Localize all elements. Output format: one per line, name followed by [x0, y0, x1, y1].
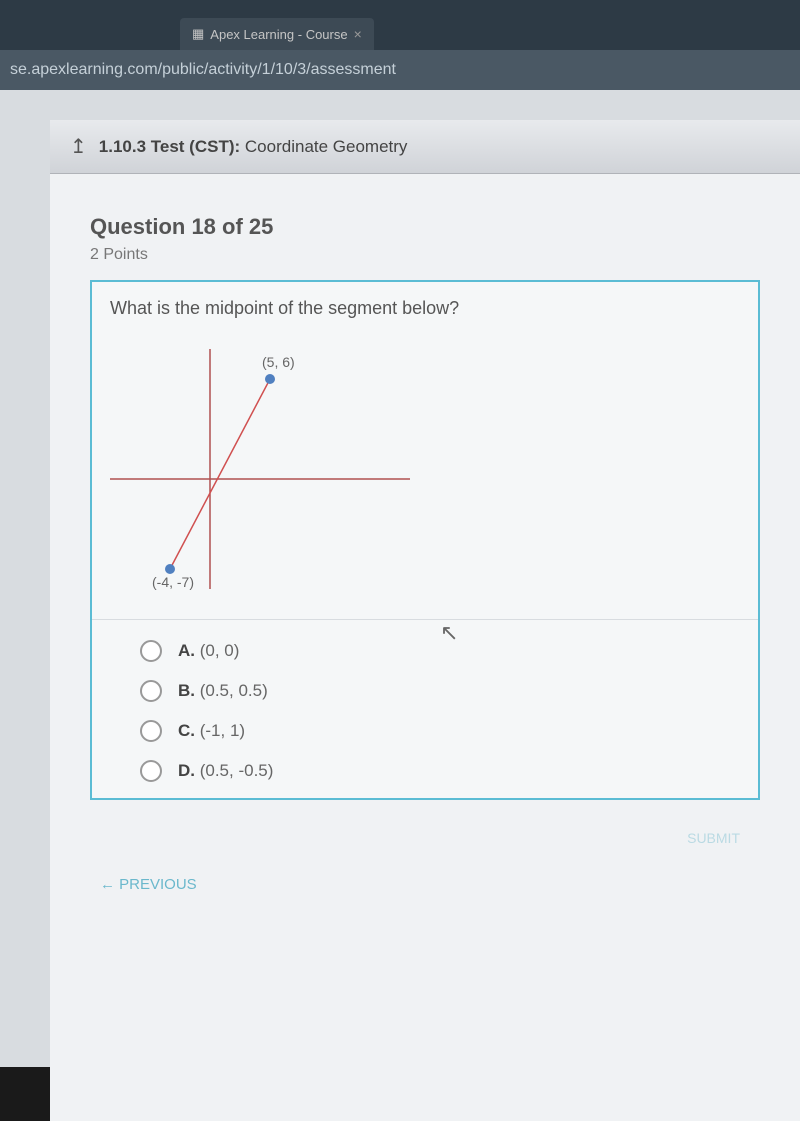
submit-button[interactable]: SUBMIT	[90, 830, 760, 846]
page-area: ↥ 1.10.3 Test (CST): Coordinate Geometry…	[0, 90, 800, 1067]
option-c[interactable]: C. (-1, 1)	[140, 720, 740, 742]
browser-chrome: ▦ Apex Learning - Course × se.apexlearni…	[0, 0, 800, 90]
option-b[interactable]: B. (0.5, 0.5)	[140, 680, 740, 702]
tab-title: Apex Learning - Course	[210, 27, 347, 42]
content: Question 18 of 25 2 Points What is the m…	[50, 174, 800, 1121]
url-bar[interactable]: se.apexlearning.com/public/activity/1/10…	[0, 50, 800, 90]
question-points: 2 Points	[90, 246, 760, 264]
option-label: D. (0.5, -0.5)	[178, 761, 273, 781]
radio-button[interactable]	[140, 680, 162, 702]
option-label: A. (0, 0)	[178, 641, 239, 661]
question-box: What is the midpoint of the segment belo…	[90, 280, 760, 800]
graph-svg: (5, 6) (-4, -7)	[110, 339, 410, 599]
coordinate-graph: (5, 6) (-4, -7)	[110, 339, 410, 599]
cursor-icon: ↖	[440, 620, 458, 646]
previous-button[interactable]: ← PREVIOUS	[90, 876, 760, 893]
back-icon[interactable]: ↥	[70, 134, 87, 159]
radio-button[interactable]	[140, 720, 162, 742]
breadcrumb: ↥ 1.10.3 Test (CST): Coordinate Geometry	[50, 120, 800, 174]
svg-text:(5, 6): (5, 6)	[262, 354, 295, 370]
close-icon[interactable]: ×	[354, 26, 362, 42]
svg-text:(-4, -7): (-4, -7)	[152, 574, 194, 590]
tab-favicon: ▦	[192, 26, 204, 42]
radio-button[interactable]	[140, 640, 162, 662]
answer-options: A. (0, 0) B. (0.5, 0.5) C. (-1, 1) D. (0.5,…	[110, 640, 740, 782]
browser-tab[interactable]: ▦ Apex Learning - Course ×	[180, 18, 374, 50]
option-label: C. (-1, 1)	[178, 721, 245, 741]
breadcrumb-text: 1.10.3 Test (CST): Coordinate Geometry	[99, 137, 408, 157]
question-number: Question 18 of 25	[90, 214, 760, 240]
tab-bar: ▦ Apex Learning - Course ×	[0, 0, 800, 50]
divider	[92, 619, 758, 620]
option-label: B. (0.5, 0.5)	[178, 681, 268, 701]
question-text: What is the midpoint of the segment belo…	[110, 298, 740, 319]
url-text: se.apexlearning.com/public/activity/1/10…	[10, 61, 396, 79]
option-d[interactable]: D. (0.5, -0.5)	[140, 760, 740, 782]
radio-button[interactable]	[140, 760, 162, 782]
